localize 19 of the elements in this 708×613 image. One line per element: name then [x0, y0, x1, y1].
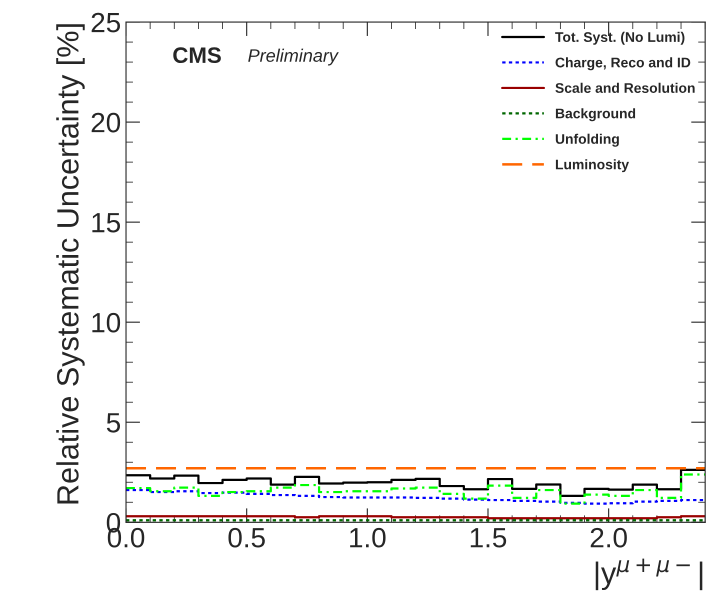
x-tick-label: 1.5 [470, 528, 506, 548]
legend-label: Tot. Syst. (No Lumi) [555, 32, 684, 45]
legend-label: Background [556, 108, 636, 122]
x-tick-label: 2.0 [590, 528, 627, 548]
legend-label: Luminosity [556, 159, 629, 172]
y-tick-label: 5 [106, 413, 120, 433]
y-axis-title: Relative Systematic Uncertainty [%] [56, 24, 85, 504]
y-tick-label: 15 [92, 213, 120, 232]
annotation: CMS [173, 47, 221, 64]
legend-label: Charge, Reco and ID [556, 57, 690, 70]
legend-label: Scale and Resolution [555, 82, 695, 93]
x-tick-label: 0.5 [228, 528, 265, 548]
x-axis-title: |y$^{μ+μ−}$| [596, 558, 702, 590]
y-tick-label: 25 [92, 12, 120, 32]
y-tick-label: 10 [92, 312, 120, 333]
x-tick-label: 1.0 [350, 528, 386, 548]
y-tick-label: 20 [92, 112, 120, 132]
legend-label: Unfolding [556, 134, 619, 147]
annotation: Preliminary [248, 48, 339, 66]
